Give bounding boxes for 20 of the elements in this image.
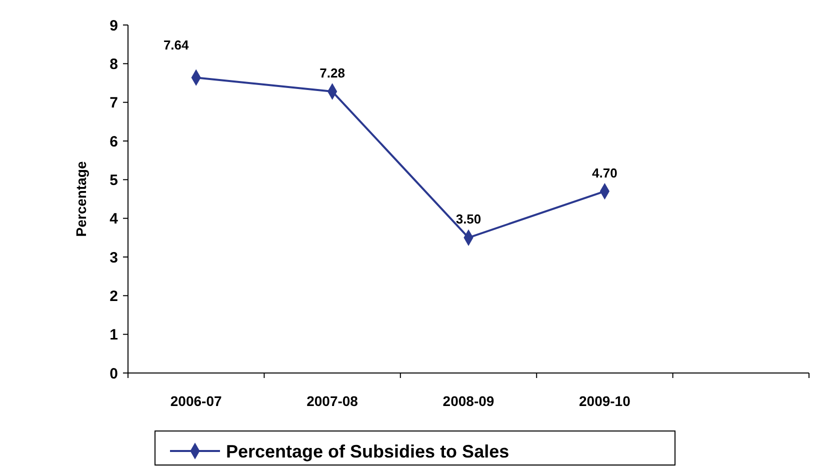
x-tick-label: 2008-09 [442,393,494,409]
y-tick-label: 0 [110,365,118,382]
data-label: 7.28 [320,66,345,81]
y-tick-label: 4 [110,210,119,228]
legend-label: Percentage of Subsidies to Sales [226,441,510,462]
y-tick-label: 8 [110,56,118,73]
x-tick-label: 2007-08 [306,393,358,409]
x-tick-label: 2009-10 [579,393,631,409]
y-tick-label: 2 [110,288,118,305]
y-tick-label: 6 [110,133,118,150]
y-tick-label: 5 [110,172,118,189]
x-tick-label: 2006-07 [170,393,222,409]
data-label: 7.64 [163,38,190,53]
y-axis-title: Percentage [73,161,89,237]
y-tick-label: 7 [110,94,118,112]
y-tick-label: 1 [110,326,118,344]
data-label: 3.50 [456,212,482,227]
data-label: 4.70 [592,165,618,180]
y-tick-label: 3 [110,249,118,266]
y-tick-label: 9 [110,17,118,34]
